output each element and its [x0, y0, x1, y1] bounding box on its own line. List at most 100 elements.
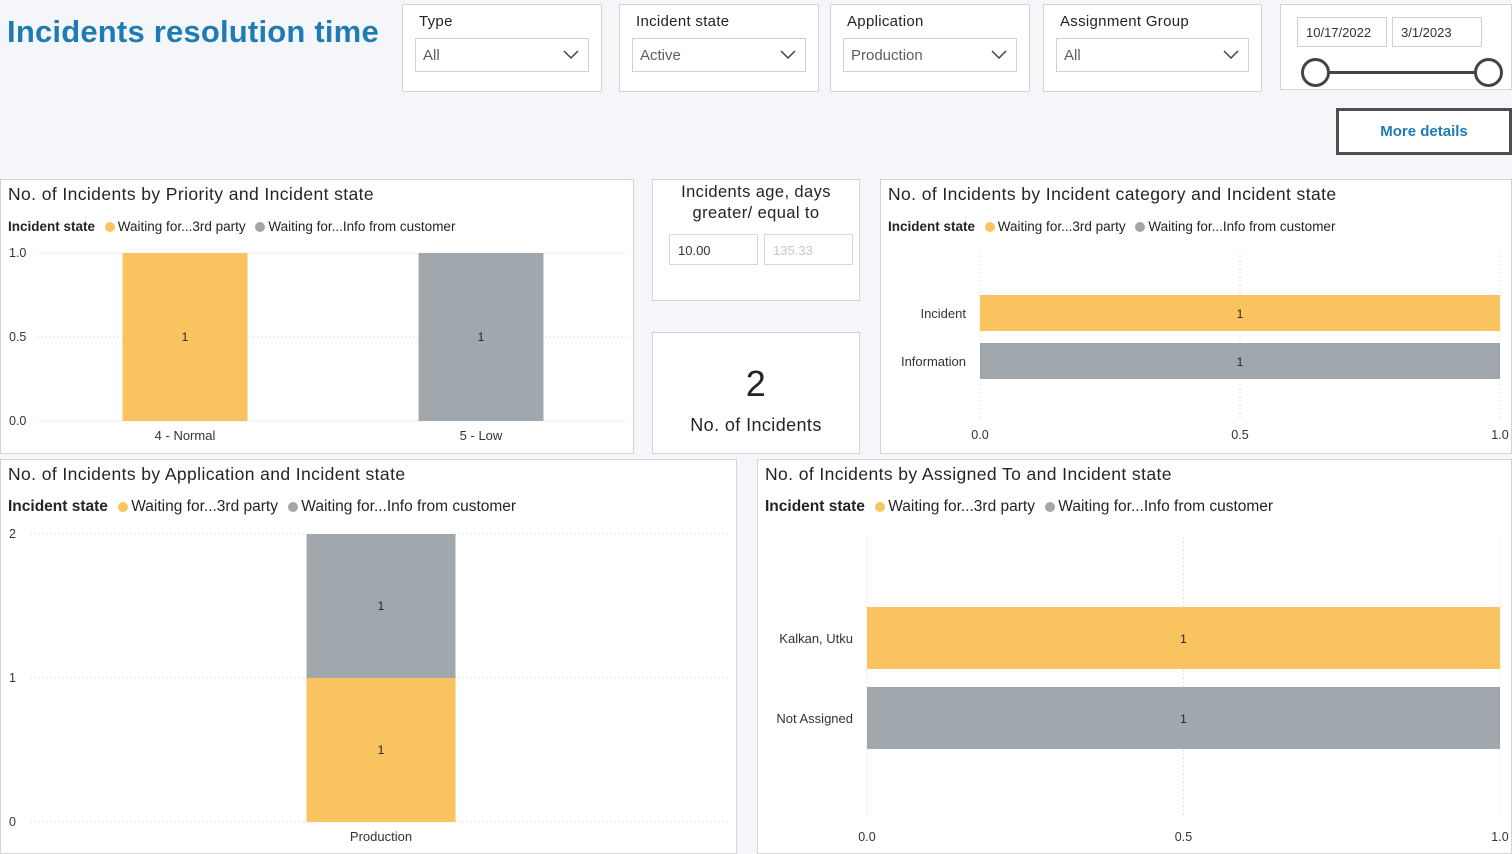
application-slicer-label: Application — [847, 13, 924, 30]
legend-dot-icon — [288, 502, 299, 512]
bar — [122, 253, 248, 421]
age-card-title-line1: Incidents age, days — [681, 183, 831, 201]
x-tick-label: 0.5 — [1231, 428, 1248, 442]
age-min-input[interactable]: 10.00 — [669, 234, 758, 265]
legend-item[interactable]: Waiting for...Info from customer — [1135, 219, 1335, 234]
chart-legend: Incident state Waiting for...3rd party W… — [888, 219, 1335, 234]
legend-item-label: Waiting for...3rd party — [997, 219, 1126, 234]
x-tick-label: 1.0 — [1491, 428, 1508, 442]
incident-state-slicer-label: Incident state — [636, 13, 730, 30]
x-tick-label: 1.0 — [1491, 830, 1508, 844]
legend-item[interactable]: Waiting for...Info from customer — [288, 498, 516, 515]
bar — [867, 687, 1500, 749]
incident-count-value: 2 — [745, 363, 767, 404]
y-tick-label: Not Assigned — [776, 711, 853, 726]
legend-dot-icon — [118, 502, 129, 512]
type-dropdown-value: All — [423, 47, 440, 64]
incident-state-slicer: Incident state Active — [619, 4, 819, 92]
bar — [418, 253, 544, 421]
legend-title: Incident state — [8, 498, 108, 515]
application-slicer: Application Production — [830, 4, 1030, 92]
data-label: 1 — [1180, 712, 1187, 726]
chevron-down-icon — [780, 50, 796, 60]
legend-item-label: Waiting for...Info from customer — [268, 219, 456, 234]
chevron-down-icon — [1223, 50, 1239, 60]
priority-chart-panel: No. of Incidents by Priority and Inciden… — [0, 179, 634, 454]
chart-title: No. of Incidents by Assigned To and Inci… — [765, 464, 1172, 484]
y-tick-label: 1.0 — [9, 246, 26, 260]
priority-chart: 0.0 0.5 1.0 1 4 - Normal 1 5 - Low — [9, 246, 629, 443]
legend-dot-icon — [875, 502, 886, 512]
data-label: 1 — [378, 599, 385, 613]
more-details-button[interactable]: More details — [1336, 108, 1512, 155]
type-slicer-label: Type — [419, 13, 453, 30]
application-chart: 0 1 2 1 1 Production — [9, 527, 731, 844]
bar-segment — [306, 678, 456, 822]
data-label: 1 — [478, 330, 485, 344]
y-tick-label: 1 — [9, 671, 16, 685]
legend-item[interactable]: Waiting for...Info from customer — [1045, 498, 1273, 515]
incident-count-label: No. of Incidents — [690, 415, 822, 435]
legend-dot-icon — [104, 222, 115, 232]
x-tick-label: 5 - Low — [460, 428, 503, 443]
assignment-group-dropdown[interactable]: All — [1056, 38, 1249, 72]
y-tick-label: 0.5 — [9, 330, 26, 344]
assigned-chart: 0.0 0.5 1.0 1 Kalkan, Utku 1 Not Assigned — [776, 538, 1509, 844]
data-label: 1 — [1237, 307, 1244, 321]
x-tick-label: 4 - Normal — [155, 428, 216, 443]
x-tick-label: 0.0 — [858, 830, 875, 844]
chart-legend: Incident state Waiting for...3rd party W… — [8, 498, 516, 516]
legend-title: Incident state — [888, 219, 976, 234]
age-card-title-line2: greater/ equal to — [692, 204, 820, 222]
age-max-input[interactable]: 135.33 — [764, 234, 853, 265]
y-tick-label: Kalkan, Utku — [779, 631, 853, 646]
y-tick-label: Information — [901, 354, 966, 369]
incident-age-card: Incidents age, days greater/ equal to 10… — [652, 179, 860, 301]
application-dropdown[interactable]: Production — [843, 38, 1017, 72]
legend-item-label: Waiting for...Info from customer — [301, 498, 517, 515]
legend-item[interactable]: Waiting for...3rd party — [984, 219, 1126, 234]
bar — [867, 607, 1500, 669]
y-tick-label: 0.0 — [9, 414, 26, 428]
legend-item[interactable]: Waiting for...3rd party — [875, 498, 1035, 515]
legend-item[interactable]: Waiting for...3rd party — [118, 498, 278, 515]
legend-title: Incident state — [765, 498, 865, 515]
application-chart-panel: No. of Incidents by Application and Inci… — [0, 459, 737, 854]
date-slider-start-handle[interactable] — [1301, 58, 1330, 87]
bar — [980, 295, 1500, 331]
chart-title: No. of Incidents by Incident category an… — [888, 184, 1337, 204]
date-slider-end-handle[interactable] — [1474, 58, 1503, 87]
assignment-group-dropdown-value: All — [1064, 47, 1081, 64]
legend-item-label: Waiting for...Info from customer — [1058, 498, 1274, 515]
chart-title: No. of Incidents by Priority and Inciden… — [8, 184, 375, 204]
legend-dot-icon — [1045, 502, 1056, 512]
chevron-down-icon — [563, 50, 579, 60]
data-label: 1 — [378, 743, 385, 757]
legend-item-label: Waiting for...Info from customer — [1148, 219, 1336, 234]
x-tick-label: 0.0 — [971, 428, 988, 442]
legend-item-label: Waiting for...3rd party — [888, 498, 1035, 515]
legend-item[interactable]: Waiting for...Info from customer — [255, 219, 455, 234]
type-slicer: Type All — [402, 4, 602, 92]
legend-title: Incident state — [8, 219, 96, 234]
type-dropdown[interactable]: All — [415, 38, 589, 72]
chart-title: No. of Incidents by Application and Inci… — [8, 464, 406, 484]
start-date-input[interactable]: 10/17/2022 — [1297, 17, 1387, 47]
legend-item[interactable]: Waiting for...3rd party — [104, 219, 246, 234]
chevron-down-icon — [991, 50, 1007, 60]
page-title: Incidents resolution time — [7, 14, 379, 49]
data-label: 1 — [182, 330, 189, 344]
end-date-input[interactable]: 3/1/2023 — [1392, 17, 1482, 47]
chart-legend: Incident state Waiting for...3rd party W… — [765, 498, 1273, 516]
legend-item-label: Waiting for...3rd party — [117, 219, 246, 234]
y-tick-label: 2 — [9, 527, 16, 541]
legend-dot-icon — [984, 222, 995, 232]
category-chart: 0.0 0.5 1.0 1 Incident 1 Information — [901, 252, 1509, 442]
application-dropdown-value: Production — [851, 47, 923, 64]
legend-item-label: Waiting for...3rd party — [131, 498, 278, 515]
bar-segment — [306, 534, 456, 678]
assignment-group-slicer-label: Assignment Group — [1060, 13, 1190, 30]
incident-state-dropdown[interactable]: Active — [632, 38, 806, 72]
y-tick-label: Incident — [920, 306, 966, 321]
date-slider-track — [1316, 71, 1489, 74]
